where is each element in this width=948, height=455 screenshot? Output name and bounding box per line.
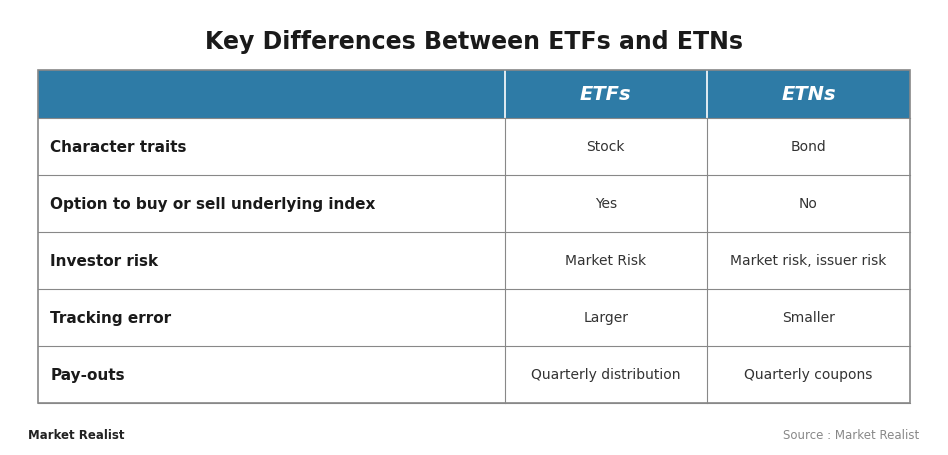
Bar — [38, 346, 504, 403]
Text: Quarterly coupons: Quarterly coupons — [744, 367, 873, 381]
Text: Pay-outs: Pay-outs — [50, 367, 125, 382]
Bar — [504, 346, 707, 403]
Bar — [504, 119, 707, 176]
Bar — [504, 71, 707, 119]
Text: Tracking error: Tracking error — [50, 310, 172, 325]
Bar — [707, 289, 910, 346]
Text: ETNs: ETNs — [781, 85, 836, 104]
Text: Market Risk: Market Risk — [565, 254, 647, 268]
Bar — [38, 71, 504, 119]
Text: Yes: Yes — [594, 197, 617, 211]
Text: Larger: Larger — [583, 310, 629, 324]
Bar — [38, 233, 504, 289]
Text: Smaller: Smaller — [782, 310, 835, 324]
Text: No: No — [799, 197, 818, 211]
Text: ETFs: ETFs — [580, 85, 631, 104]
Text: Market Realist: Market Realist — [28, 428, 125, 441]
Bar — [38, 176, 504, 233]
Bar — [38, 71, 910, 403]
Bar — [504, 289, 707, 346]
Bar — [707, 346, 910, 403]
Text: Stock: Stock — [587, 140, 625, 154]
Text: Bond: Bond — [791, 140, 827, 154]
Text: Source : Market Realist: Source : Market Realist — [783, 428, 920, 441]
Bar — [38, 289, 504, 346]
Bar — [707, 71, 910, 119]
Text: Market risk, issuer risk: Market risk, issuer risk — [730, 254, 886, 268]
Text: Option to buy or sell underlying index: Option to buy or sell underlying index — [50, 197, 375, 212]
Bar — [504, 233, 707, 289]
Bar — [504, 176, 707, 233]
Text: Character traits: Character traits — [50, 140, 187, 155]
Text: Investor risk: Investor risk — [50, 253, 158, 268]
Bar — [38, 119, 504, 176]
Bar — [707, 176, 910, 233]
Text: Quarterly distribution: Quarterly distribution — [531, 367, 681, 381]
Bar — [707, 233, 910, 289]
Bar — [707, 119, 910, 176]
Text: Key Differences Between ETFs and ETNs: Key Differences Between ETFs and ETNs — [205, 30, 743, 54]
